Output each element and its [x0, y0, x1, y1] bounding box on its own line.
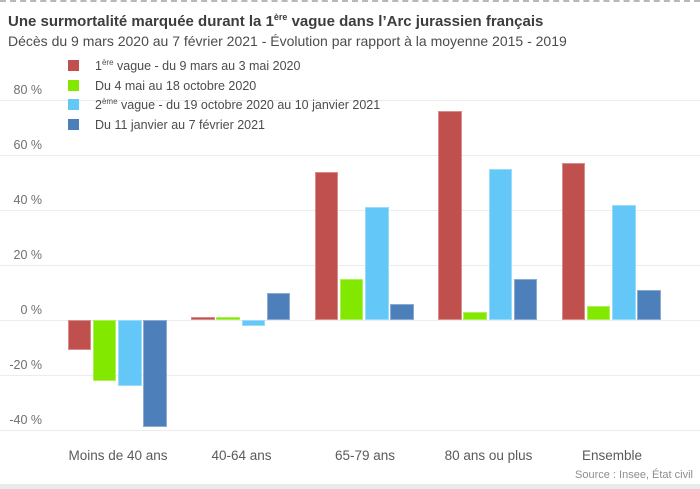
bar-s0-40-64-ans: [191, 317, 215, 320]
bar-s1-40-64-ans: [216, 317, 240, 320]
chart-title-text: Une surmortalité marquée durant la 1: [8, 13, 274, 30]
bar-s2-ensemble: [612, 204, 636, 320]
legend-label: Du 11 janvier au 7 février 2021: [95, 117, 265, 132]
bar-s0-moins-de-40-ans: [67, 320, 92, 351]
legend-swatch-darkblue: [68, 118, 79, 130]
y-tick-label-60: 60 %: [13, 138, 43, 152]
legend-swatch-red: [68, 60, 79, 72]
bar-s3-40-64-ans: [266, 292, 291, 320]
bar-s3-80-ans-ou-plus: [513, 278, 538, 320]
gridline--40: [0, 430, 700, 431]
gridline-60: [0, 155, 700, 156]
y-tick-label--20: -20 %: [9, 358, 42, 372]
gridline-0: [0, 320, 700, 321]
category-label-40-64-ans: 40-64 ans: [211, 448, 272, 463]
y-tick-label-40: 40 %: [13, 193, 43, 207]
legend-swatch-lightblue: [68, 99, 79, 111]
bar-s0-80-ans-ou-plus: [438, 111, 462, 320]
legend-label: Du 4 mai au 18 octobre 2020: [95, 78, 256, 93]
legend-label-text: 1: [95, 59, 102, 74]
category-label-moins-de-40-ans: Moins de 40 ans: [68, 448, 168, 463]
y-tick-label-80: 80 %: [13, 83, 43, 97]
gridline-80: [0, 100, 700, 101]
gridline-40: [0, 210, 700, 211]
bar-s2-65-79-ans: [365, 207, 389, 320]
legend-item-wave2: 2ème vague - du 19 octobre 2020 au 10 ja…: [68, 95, 380, 115]
chart-title-text-end: vague dans l’Arc jurassien français: [287, 13, 544, 30]
legend: 1ère vague - du 9 mars au 3 mai 2020 Du …: [68, 56, 380, 134]
bar-s3-moins-de-40-ans: [143, 320, 167, 428]
legend-item-wave1: 1ère vague - du 9 mars au 3 mai 2020: [68, 56, 380, 76]
category-label-80-ans-ou-plus: 80 ans ou plus: [444, 448, 533, 463]
y-tick-label-0: 0 %: [20, 303, 42, 317]
legend-label-superscript: ème: [101, 97, 118, 107]
bar-s2-40-64-ans: [241, 320, 265, 326]
legend-swatch-green: [68, 79, 79, 91]
legend-label-text-end: Du 4 mai au 18 octobre 2020: [95, 78, 257, 93]
y-tick-label--40: -40 %: [9, 413, 42, 427]
bar-s1-ensemble: [586, 306, 611, 320]
legend-label-text: 2: [95, 98, 102, 113]
source-note: Source : Insee, État civil: [575, 469, 693, 481]
chart-title: Une surmortalité marquée durant la 1ère …: [8, 12, 543, 30]
legend-label-text-end: vague - du 9 mars au 3 mai 2020: [113, 59, 301, 74]
bar-s2-80-ans-ou-plus: [488, 168, 512, 320]
bar-s0-65-79-ans: [314, 171, 339, 320]
bar-s1-80-ans-ou-plus: [463, 311, 487, 320]
legend-label: 2ème vague - du 19 octobre 2020 au 10 ja…: [95, 97, 380, 112]
bar-s0-ensemble: [561, 163, 586, 320]
bar-s1-65-79-ans: [339, 278, 364, 320]
bottom-strip: [0, 484, 700, 489]
chart-subtitle: Décès du 9 mars 2020 au 7 février 2021 -…: [8, 33, 567, 49]
legend-label-text-end: Du 11 janvier au 7 février 2021: [95, 117, 266, 132]
bar-s1-moins-de-40-ans: [92, 320, 117, 381]
legend-item-january: Du 11 janvier au 7 février 2021: [68, 115, 380, 135]
category-label-65-79-ans: 65-79 ans: [334, 448, 396, 463]
bar-s3-ensemble: [637, 289, 661, 320]
legend-label: 1ère vague - du 9 mars au 3 mai 2020: [95, 58, 300, 73]
bar-s3-65-79-ans: [390, 303, 414, 320]
y-tick-label-20: 20 %: [13, 248, 43, 262]
chart-title-superscript: ère: [273, 12, 288, 22]
gridline-20: [0, 265, 700, 266]
bar-s2-moins-de-40-ans: [118, 320, 142, 386]
legend-label-text-end: vague - du 19 octobre 2020 au 10 janvier…: [117, 98, 381, 113]
legend-label-superscript: ère: [101, 58, 114, 68]
gridline--20: [0, 375, 700, 376]
legend-item-interwave: Du 4 mai au 18 octobre 2020: [68, 76, 380, 96]
category-label-ensemble: Ensemble: [581, 448, 643, 463]
